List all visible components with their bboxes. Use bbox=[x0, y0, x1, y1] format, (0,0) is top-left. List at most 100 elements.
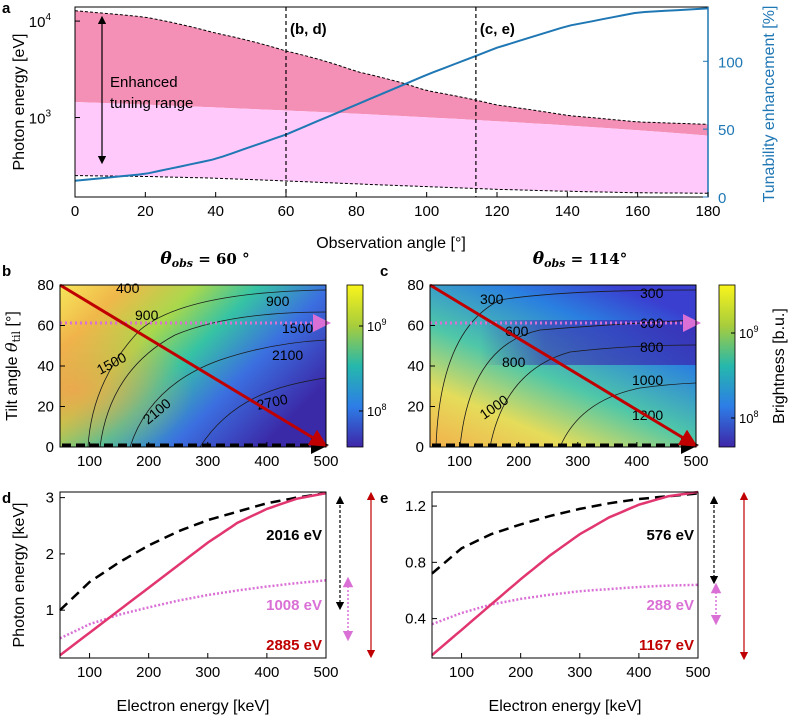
panel-d: d 2016 eV 1008 eV 2885 eV 100 200 300 400 50… bbox=[2, 490, 376, 715]
contours-b bbox=[87, 289, 327, 448]
y-tick-label-b: 0 bbox=[46, 439, 54, 456]
title-c-rest: = 114° bbox=[565, 250, 627, 268]
contour-c-4 bbox=[559, 382, 697, 448]
contour-label-c-2: 300 bbox=[640, 285, 664, 301]
dotted-violet-curve-e bbox=[431, 583, 699, 626]
x-tick-label-b: 300 bbox=[195, 453, 220, 470]
x-tick-label-e: 500 bbox=[685, 664, 710, 681]
enhanced-range-area bbox=[75, 10, 708, 136]
contour-label-b-3: 900 bbox=[266, 293, 290, 309]
colorbar-label-c: Brightness [b.u.] bbox=[771, 308, 788, 424]
x-tick-label-a: 60 bbox=[278, 203, 295, 220]
y-label-b-main: Tilt angle bbox=[4, 352, 21, 421]
label-d-black: 2016 eV bbox=[266, 527, 322, 544]
y-tick-label-c: 80 bbox=[407, 277, 424, 294]
x-tick-label-e: 200 bbox=[508, 664, 533, 681]
cbar-label-b-1-exp: 9 bbox=[381, 317, 386, 327]
label-d-violet: 1008 eV bbox=[266, 597, 322, 614]
y-ticks-e: 0.4 0.8 1.2 bbox=[405, 498, 437, 628]
red-path-c bbox=[429, 283, 698, 447]
x-label-a: Observation angle [°] bbox=[316, 235, 466, 252]
y-tick-label-d: 3 bbox=[46, 490, 54, 507]
x-tick-label-a: 160 bbox=[625, 203, 650, 220]
cbar-label-c-2: 108 bbox=[739, 409, 758, 426]
x-tick-label-d: 100 bbox=[77, 664, 102, 681]
y-tick-exp-a: 4 bbox=[45, 12, 51, 23]
y-tick-label-a: 104 bbox=[29, 12, 52, 31]
single-tilt-range-area bbox=[75, 102, 708, 194]
y-label-b-unit: [°] bbox=[4, 311, 21, 331]
title-b-sub: obs bbox=[172, 257, 193, 270]
x-tick-label-d: 400 bbox=[254, 664, 279, 681]
x-tick-label-a: 180 bbox=[695, 203, 720, 220]
x-label-d: Electron energy [keV] bbox=[117, 698, 270, 715]
cbar-label-b-2: 108 bbox=[367, 402, 386, 419]
x-label-e: Electron energy [keV] bbox=[489, 698, 642, 715]
y-tick-label-e: 1.2 bbox=[405, 498, 426, 515]
x-ticks-c: 100 200 300 400 500 bbox=[447, 442, 709, 470]
x-ticks-b: 100 200 300 400 500 bbox=[77, 442, 339, 470]
title-b-rest: = 60 ° bbox=[193, 250, 250, 268]
x-tick-label-a: 140 bbox=[555, 203, 580, 220]
axes-frame-d bbox=[59, 491, 327, 659]
x-tick-label-a: 100 bbox=[414, 203, 439, 220]
dashed-black-curve-e bbox=[431, 492, 699, 575]
cbar-label-c-2-exp: 8 bbox=[753, 409, 758, 419]
y-tick-label-c: 0 bbox=[416, 439, 424, 456]
dotted-violet-curve-d bbox=[59, 579, 327, 640]
y-tick-base-a: 10 bbox=[29, 14, 46, 31]
cbar-label-b-1: 109 bbox=[367, 317, 386, 334]
solid-crimson-curve-d bbox=[59, 491, 327, 657]
upper-bound-line bbox=[74, 10, 709, 125]
y-tick-base-a: 10 bbox=[29, 111, 46, 128]
x-tick-label-c: 100 bbox=[447, 453, 472, 470]
title-b-symbol: θ bbox=[160, 249, 172, 269]
colorbar-ticks-c: 109 108 bbox=[731, 324, 758, 426]
cbar-label-b-2-base: 10 bbox=[367, 404, 381, 419]
y-tick-label-e: 0.4 bbox=[405, 611, 426, 628]
panel-letter-b: b bbox=[2, 263, 11, 280]
y-tick-exp-a: 3 bbox=[45, 109, 51, 120]
cbar-label-c-1-base: 10 bbox=[739, 326, 753, 341]
y-tick-label-c: 60 bbox=[407, 318, 424, 335]
x-tick-label-b: 100 bbox=[77, 453, 102, 470]
y2-tick-label-a: 50 bbox=[718, 122, 735, 139]
x-tick-label-a: 20 bbox=[137, 203, 154, 220]
y-ticks-d: 1 2 3 bbox=[46, 490, 65, 619]
panel-letter-d: d bbox=[2, 490, 11, 507]
x-tick-label-a: 80 bbox=[348, 203, 365, 220]
cbar-label-b-2-exp: 8 bbox=[381, 402, 386, 412]
x-tick-label-a: 0 bbox=[71, 203, 79, 220]
y-tick-label-d: 2 bbox=[46, 546, 54, 563]
y-tick-label-b: 60 bbox=[37, 318, 54, 335]
x-tick-label-e: 300 bbox=[567, 664, 592, 681]
y-label-b: Tilt angle θtil [°] bbox=[2, 311, 23, 421]
y-tick-label-d: 1 bbox=[46, 602, 54, 619]
x-tick-label-d: 200 bbox=[136, 664, 161, 681]
x-tick-label-c: 200 bbox=[506, 453, 531, 470]
label-e-red: 1167 eV bbox=[639, 637, 694, 654]
colorbar-ticks-b: 109 108 bbox=[359, 317, 386, 419]
contour-label-c-8: 1000 bbox=[632, 372, 663, 388]
panel-e: e 576 eV 288 eV 1167 eV 100 200 300 400 500 … bbox=[380, 490, 749, 715]
panel-a: a (b, d) (c, e) Enhanced tuning range 0 2… bbox=[2, 0, 778, 252]
panel-letter-a: a bbox=[2, 0, 11, 17]
cbar-label-c-1-exp: 9 bbox=[753, 324, 758, 334]
contour-b-3 bbox=[129, 339, 327, 448]
vline-label-b-d: (b, d) bbox=[290, 21, 327, 38]
contour-b-2 bbox=[99, 311, 327, 448]
x-tick-label-d: 300 bbox=[195, 664, 220, 681]
cbar-label-c-1: 109 bbox=[739, 324, 758, 341]
y2-ticks-a: 0 50 100 bbox=[703, 54, 743, 207]
title-b: θobs = 60 ° bbox=[160, 249, 249, 270]
panel-b: b θobs = 60 ° 400 900 900 1500 1500 2100… bbox=[2, 249, 386, 470]
contour-label-c-6: 800 bbox=[640, 339, 664, 355]
y-tick-label-b: 20 bbox=[37, 399, 54, 416]
x-ticks-e: 100 200 300 400 500 bbox=[449, 653, 711, 681]
x-tick-label-b: 400 bbox=[254, 453, 279, 470]
colorbar-c bbox=[718, 284, 736, 448]
label-e-violet: 288 eV bbox=[646, 597, 694, 614]
x-tick-label-a: 120 bbox=[484, 203, 509, 220]
title-c-sub: obs bbox=[544, 257, 565, 270]
contour-label-b-6: 2100 bbox=[272, 347, 303, 363]
